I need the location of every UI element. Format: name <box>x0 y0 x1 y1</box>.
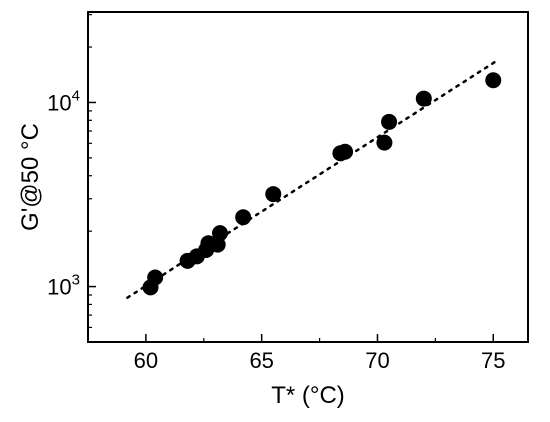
data-point <box>485 72 502 89</box>
plot-frame <box>87 11 529 343</box>
y-axis-label: G'@50 °C <box>17 123 44 231</box>
x-tick-label: 65 <box>249 348 273 373</box>
x-tick-label: 60 <box>134 348 158 373</box>
data-point <box>147 269 164 286</box>
x-tick-label: 70 <box>365 348 389 373</box>
data-point <box>376 134 393 151</box>
fit-line-group <box>126 58 500 299</box>
y-axis-ticks: 103 104 <box>47 87 96 300</box>
x-axis-ticks: 60 65 70 75 <box>134 334 506 373</box>
x-tick-label: 75 <box>481 348 505 373</box>
data-point <box>265 186 282 203</box>
data-points <box>142 72 502 296</box>
fit-line <box>126 58 500 299</box>
y-tick-label: 104 <box>47 87 80 115</box>
data-point <box>212 225 228 242</box>
data-point <box>381 113 398 130</box>
data-point <box>415 90 432 107</box>
y-tick-label: 103 <box>47 272 80 300</box>
x-axis-label: T* (°C) <box>271 382 345 409</box>
data-point <box>337 143 354 160</box>
minor-ticks <box>87 14 436 343</box>
data-point <box>235 209 252 226</box>
